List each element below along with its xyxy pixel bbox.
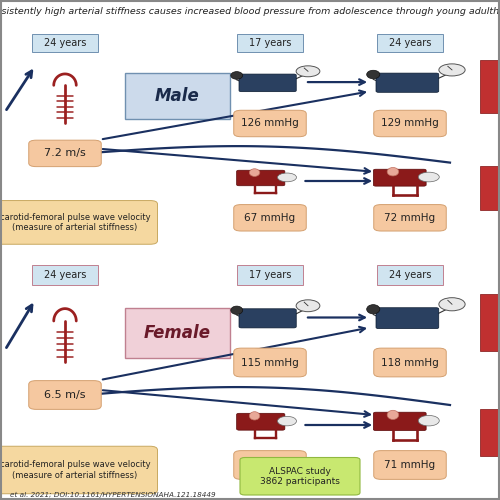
- Ellipse shape: [231, 306, 242, 314]
- Text: carotid-femoral pulse wave velocity
(measure of arterial stiffness): carotid-femoral pulse wave velocity (mea…: [0, 212, 150, 232]
- Text: 24 years: 24 years: [44, 38, 86, 48]
- Text: 115 mmHg: 115 mmHg: [241, 358, 299, 368]
- FancyBboxPatch shape: [480, 409, 500, 456]
- Text: 69 mmHg: 69 mmHg: [244, 460, 296, 470]
- Text: 24 years: 24 years: [389, 38, 431, 48]
- FancyBboxPatch shape: [234, 450, 306, 480]
- Ellipse shape: [366, 304, 380, 314]
- Circle shape: [439, 64, 465, 76]
- FancyBboxPatch shape: [480, 166, 500, 210]
- Text: 118 mmHg: 118 mmHg: [381, 358, 439, 368]
- Circle shape: [278, 173, 296, 182]
- Text: 6.5 m/s: 6.5 m/s: [44, 390, 86, 400]
- Ellipse shape: [250, 412, 260, 420]
- Ellipse shape: [366, 70, 380, 78]
- Circle shape: [296, 300, 320, 312]
- FancyBboxPatch shape: [374, 450, 446, 480]
- FancyBboxPatch shape: [32, 34, 98, 52]
- Circle shape: [278, 416, 296, 426]
- Text: 126 mmHg: 126 mmHg: [241, 118, 299, 128]
- FancyBboxPatch shape: [480, 294, 500, 351]
- FancyBboxPatch shape: [234, 348, 306, 377]
- Text: Male: Male: [155, 87, 200, 105]
- Text: 129 mmHg: 129 mmHg: [381, 118, 439, 128]
- Text: ALSPAC study
3862 participants: ALSPAC study 3862 participants: [260, 466, 340, 486]
- Circle shape: [439, 298, 465, 311]
- FancyBboxPatch shape: [374, 204, 446, 231]
- FancyBboxPatch shape: [125, 73, 230, 119]
- Circle shape: [418, 172, 440, 182]
- Circle shape: [296, 66, 320, 77]
- FancyBboxPatch shape: [480, 60, 500, 113]
- Text: 17 years: 17 years: [249, 38, 291, 48]
- FancyBboxPatch shape: [0, 446, 158, 494]
- Text: et al. 2021; DOI:10.1161/HYPERTENSIONAHA.121.18449: et al. 2021; DOI:10.1161/HYPERTENSIONAHA…: [10, 492, 216, 498]
- FancyBboxPatch shape: [239, 309, 296, 328]
- Text: 24 years: 24 years: [389, 270, 431, 280]
- FancyBboxPatch shape: [238, 34, 303, 52]
- Text: Female: Female: [144, 324, 211, 342]
- FancyBboxPatch shape: [378, 34, 443, 52]
- FancyBboxPatch shape: [378, 265, 443, 285]
- Ellipse shape: [231, 72, 242, 80]
- FancyBboxPatch shape: [238, 265, 303, 285]
- FancyBboxPatch shape: [374, 412, 426, 430]
- Ellipse shape: [250, 169, 260, 176]
- FancyBboxPatch shape: [236, 414, 285, 430]
- Ellipse shape: [387, 410, 398, 420]
- Text: Consistently high arterial stiffness causes increased blood pressure from adoles: Consistently high arterial stiffness cau…: [0, 6, 500, 16]
- Text: 72 mmHg: 72 mmHg: [384, 213, 436, 223]
- Text: 71 mmHg: 71 mmHg: [384, 460, 436, 470]
- FancyBboxPatch shape: [125, 308, 230, 358]
- FancyBboxPatch shape: [240, 458, 360, 495]
- Ellipse shape: [387, 168, 398, 176]
- FancyBboxPatch shape: [376, 73, 439, 92]
- FancyBboxPatch shape: [239, 74, 296, 92]
- Circle shape: [418, 416, 440, 426]
- Text: 7.2 m/s: 7.2 m/s: [44, 148, 86, 158]
- FancyBboxPatch shape: [234, 110, 306, 136]
- FancyBboxPatch shape: [236, 170, 285, 186]
- Text: carotid-femoral pulse wave velocity
(measure of arterial stiffness): carotid-femoral pulse wave velocity (mea…: [0, 460, 150, 479]
- FancyBboxPatch shape: [376, 308, 439, 328]
- FancyBboxPatch shape: [374, 169, 426, 186]
- FancyBboxPatch shape: [29, 380, 101, 410]
- Text: 67 mmHg: 67 mmHg: [244, 213, 296, 223]
- FancyBboxPatch shape: [374, 348, 446, 377]
- FancyBboxPatch shape: [0, 200, 158, 244]
- FancyBboxPatch shape: [234, 204, 306, 231]
- FancyBboxPatch shape: [374, 110, 446, 136]
- FancyBboxPatch shape: [29, 140, 101, 166]
- Text: 17 years: 17 years: [249, 270, 291, 280]
- Text: 24 years: 24 years: [44, 270, 86, 280]
- FancyBboxPatch shape: [32, 265, 98, 285]
